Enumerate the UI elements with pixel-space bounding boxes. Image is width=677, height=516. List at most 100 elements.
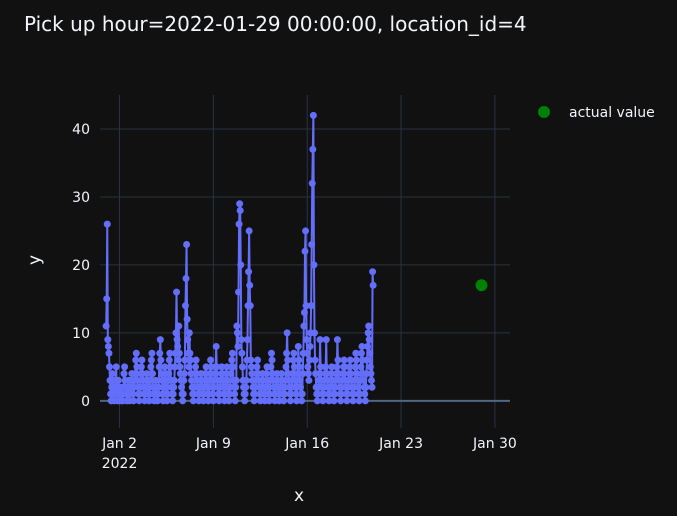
- series-point: [211, 370, 219, 378]
- series-point: [343, 390, 351, 398]
- series-point: [246, 281, 254, 289]
- series-point: [351, 363, 359, 371]
- series-point: [131, 370, 139, 378]
- series-point: [340, 356, 348, 364]
- series-point: [232, 376, 240, 384]
- series-point: [309, 111, 317, 119]
- series-point: [238, 363, 246, 371]
- series-point: [247, 363, 255, 371]
- series-point: [352, 356, 360, 364]
- series-point: [367, 370, 375, 378]
- series-point: [102, 322, 110, 330]
- series-point: [227, 370, 235, 378]
- series-point: [309, 145, 317, 153]
- series-point: [192, 363, 200, 371]
- series-point: [162, 383, 170, 391]
- series-point: [155, 363, 163, 371]
- series-point: [209, 397, 217, 405]
- legend[interactable]: actual value: [538, 105, 655, 121]
- series-point: [307, 302, 315, 310]
- series-point: [295, 363, 303, 371]
- series-point: [176, 363, 184, 371]
- series-point: [229, 363, 237, 371]
- series-point: [228, 356, 236, 364]
- series-point: [278, 370, 286, 378]
- series-point: [238, 349, 246, 357]
- series-point: [146, 376, 154, 384]
- series-point: [169, 397, 177, 405]
- series-point: [302, 227, 310, 235]
- series-point: [209, 390, 217, 398]
- series-point: [132, 349, 140, 357]
- y-tick-label: 0: [81, 394, 90, 410]
- series-point: [296, 376, 304, 384]
- series-point: [106, 363, 113, 371]
- series-point: [267, 349, 275, 357]
- series-point: [369, 268, 377, 276]
- series-point: [237, 261, 245, 269]
- series-point: [218, 363, 226, 371]
- series-point: [292, 390, 300, 398]
- series-point: [319, 390, 327, 398]
- series-point: [289, 356, 297, 364]
- series-point: [268, 356, 276, 364]
- series-point: [156, 336, 164, 344]
- series-point: [330, 397, 338, 405]
- series-point: [178, 383, 186, 391]
- series-point: [181, 302, 189, 310]
- series-point: [293, 397, 301, 405]
- series-point: [179, 390, 187, 398]
- series-point: [166, 349, 174, 357]
- series-point: [154, 397, 162, 405]
- series-point: [299, 370, 307, 378]
- series-point: [297, 383, 305, 391]
- series-point: [251, 390, 259, 398]
- series-point: [207, 356, 215, 364]
- series-point: [175, 349, 183, 357]
- series-point: [231, 397, 239, 405]
- series-point: [308, 179, 316, 187]
- series-point: [361, 390, 369, 398]
- series-point: [325, 397, 333, 405]
- series-point: [148, 349, 156, 357]
- series-point: [242, 383, 250, 391]
- series-point: [212, 342, 220, 350]
- series-point: [294, 370, 302, 378]
- series-point: [130, 397, 138, 405]
- series-point: [300, 308, 308, 316]
- series-point: [203, 383, 211, 391]
- x-tick-label: Jan 2: [101, 436, 137, 452]
- series-point: [121, 363, 129, 371]
- series-point: [161, 363, 169, 371]
- series-point: [132, 356, 140, 364]
- series-point: [104, 336, 112, 344]
- series-point: [147, 363, 155, 371]
- series-point: [284, 356, 292, 364]
- y-tick-label: 40: [72, 122, 90, 138]
- series-point: [363, 356, 371, 364]
- series-point: [353, 370, 361, 378]
- series-point: [241, 397, 249, 405]
- series-point: [175, 322, 183, 330]
- y-axis-title: y: [25, 255, 45, 265]
- series-point: [334, 356, 342, 364]
- series-point: [265, 397, 273, 405]
- series-point: [138, 356, 146, 364]
- series-point: [294, 342, 302, 350]
- y-tick-label: 30: [72, 190, 90, 206]
- series-point: [237, 336, 245, 344]
- series-point: [354, 383, 362, 391]
- series-point: [186, 356, 194, 364]
- x-tick-label: Jan 16: [284, 436, 329, 452]
- tick-layer: Jan 2 2022 Jan 9 Jan 16 Jan 23 Jan 30 0 10 20 30 4…: [72, 122, 517, 472]
- series-point: [186, 349, 194, 357]
- series-point: [290, 363, 298, 371]
- series-point: [333, 363, 341, 371]
- series-point: [155, 383, 163, 391]
- series-point: [298, 390, 306, 398]
- series-point: [183, 315, 191, 323]
- series-point: [147, 356, 155, 364]
- series-point: [250, 397, 258, 405]
- series-point: [289, 370, 297, 378]
- series-point: [231, 390, 239, 398]
